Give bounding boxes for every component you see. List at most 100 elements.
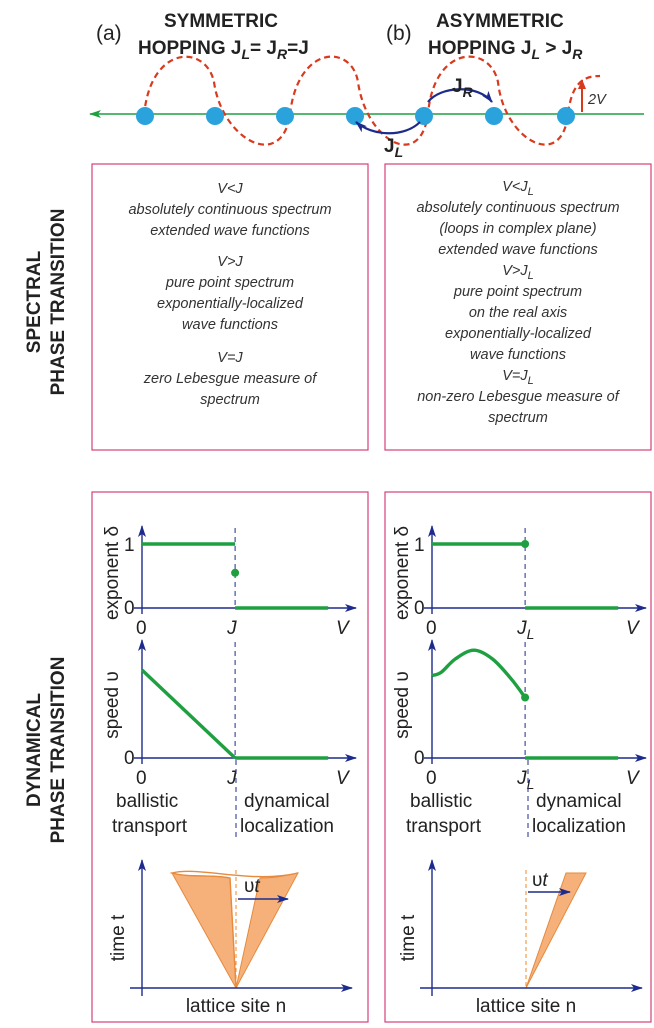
x-tick-label: J [226,768,237,789]
spectral-a-line: absolutely continuous spectrum [128,202,331,218]
x-tick-label: 0 [136,618,147,639]
spectral-box-a [91,163,369,451]
spectral-a-line: V<J [217,181,243,197]
transport-label: transport [112,816,188,837]
dynamical-label: dynamical [244,791,330,812]
x-axis-label: V [626,768,641,789]
transition-point [521,540,530,548]
side-label-dynamical-2: PHASE TRANSITION [48,657,69,844]
spectral-b-cond2: V>JL [502,263,534,282]
panel-b-tag: (b) [386,22,412,45]
panel-a-title-line2: HOPPING JL= JR=J [138,38,309,62]
spectral-b-line: pure point spectrum [453,284,582,300]
jr-label: JR [452,76,474,100]
lattice-strip: JR JL 2V [89,55,644,160]
spectral-a-line: pure point spectrum [165,275,294,291]
dynamical-box-a [91,491,369,1023]
spectral-b-line: wave functions [470,347,566,363]
time-axis-label: time t [108,914,129,961]
x-tick-subscript: L [527,776,535,792]
vt-label: υt [532,870,548,891]
spectral-box-b [384,163,652,451]
spectral-b-line: exponentially-localized [445,326,592,342]
hop-left-arrow [355,121,421,135]
x-axis-label: V [626,618,641,639]
localization-label: localization [532,816,626,837]
vt-label: υt [244,876,260,897]
side-label-spectral-1: SPECTRAL [24,250,45,353]
cone-right-wedge [525,872,587,989]
y-tick-label: 1 [124,535,135,556]
transition-point [231,568,240,577]
x-axis-label: V [336,618,351,639]
spectral-a-line: zero Lebesgue measure of [143,371,318,387]
quasiperiodic-potential [142,55,601,146]
spectral-b-cond3: V=JL [502,368,534,387]
y-tick-label: 0 [124,598,135,619]
spectral-b-cond1: V<JL [502,179,534,198]
transport-labels-a: ballistic transport dynamical localizati… [112,791,334,837]
y-tick-label: 1 [414,535,425,556]
ballistic-label: ballistic [116,791,178,812]
spectral-a-line: spectrum [200,392,260,408]
cone-left-wedge [170,872,237,989]
x-tick-label: JL [516,768,534,792]
lattice-site [136,107,154,125]
spectral-b-line: spectrum [488,410,548,426]
lattice-site [415,107,433,125]
y-axis-label: speed υ [392,671,413,738]
lattice-site [346,107,364,125]
spectral-a-line: extended wave functions [150,223,310,239]
y-tick-label: 0 [414,598,425,619]
time-axis-label: time t [398,914,419,961]
site-axis-label: lattice site n [476,996,576,1017]
x-tick-label: JL [516,618,534,642]
lattice-site [557,107,575,125]
panel-a-title-line1: SYMMETRIC [164,11,278,32]
spectral-b-line: non-zero Lebesgue measure of [417,389,620,405]
transport-label: transport [406,816,482,837]
dynamical-box-b [384,491,652,1023]
x-tick-subscript: L [527,626,535,642]
y-axis-label: exponent δ [392,526,413,620]
y-axis-label: exponent δ [102,526,123,620]
spectral-b-line: (loops in complex plane) [439,221,596,237]
side-label-dynamical-1: DYNAMICAL [24,693,45,807]
light-cone-a: υt time t lattice site n [108,859,353,1017]
x-tick-label: J [226,618,237,639]
hop-right-arrow [427,88,493,103]
spectral-text-a: V<J absolutely continuous spectrum exten… [128,181,331,408]
x-tick-label: 0 [136,768,147,789]
spectral-a-line: V>J [217,254,243,270]
spectral-b-line: absolutely continuous spectrum [416,200,619,216]
site-axis-label: lattice site n [186,996,286,1017]
ballistic-label: ballistic [410,791,472,812]
light-cone-b: υt time t lattice site n [398,859,643,1017]
y-axis-label: speed υ [102,671,123,738]
lattice-site [206,107,224,125]
lattice-site [485,107,503,125]
amplitude-label: 2V [587,92,607,108]
spectral-a-line: wave functions [182,317,278,333]
spectral-text-b: V<JL absolutely continuous spectrum (loo… [416,179,620,426]
spectral-b-line: extended wave functions [438,242,598,258]
transport-labels-b: ballistic transport dynamical localizati… [406,791,626,837]
transition-point [521,693,530,702]
x-axis-label: V [336,768,351,789]
x-tick-label: 0 [426,618,437,639]
lattice-site [276,107,294,125]
spectral-a-line: exponentially-localized [157,296,304,312]
spectral-b-line: on the real axis [469,305,567,321]
y-tick-label: 0 [414,748,425,769]
x-tick-label: 0 [426,768,437,789]
dynamical-label: dynamical [536,791,622,812]
panel-a-tag: (a) [96,22,122,45]
panel-b-title-line2: HOPPING JL > JR [428,38,583,62]
spectral-a-line: V=J [217,350,243,366]
series-line-0 [431,648,527,699]
